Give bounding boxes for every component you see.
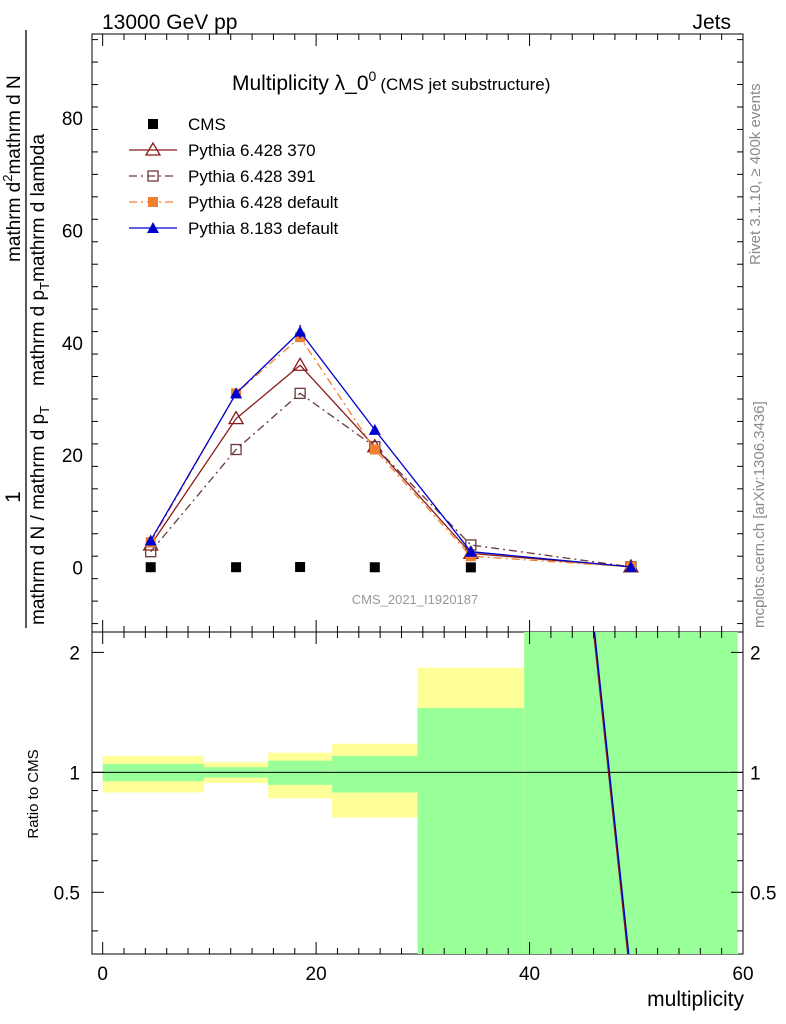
y-label-den2-b: mathrm d lambda — [28, 134, 49, 282]
main-series — [142, 324, 640, 573]
y-tick-label: 80 — [62, 109, 83, 130]
series-1-point — [227, 410, 245, 425]
legend-marker-3 — [148, 197, 158, 207]
series-0-point — [369, 562, 380, 573]
ratio-line-pythia6-370 — [592, 631, 629, 955]
legend-label-1: Pythia 6.428 370 — [188, 141, 316, 160]
ratio-band-green — [332, 755, 418, 793]
header-energy: 13000 GeV pp — [102, 11, 237, 34]
legend-label-3: Pythia 6.428 default — [188, 193, 339, 212]
header-category: Jets — [692, 11, 731, 34]
ratio-content — [92, 631, 743, 955]
main-ticks: 0 20 40 60 0 20 40 60 80 0.5 0.5 1 1 2 2 — [54, 34, 776, 985]
rivet-label: Rivet 3.1.10, ≥ 400k events — [747, 83, 764, 265]
ratio-tick-label-right: 1 — [750, 763, 761, 784]
series-0-point — [465, 562, 476, 573]
legend-label-2: Pythia 6.428 391 — [188, 167, 316, 186]
ratio-tick-label-right: 2 — [750, 643, 761, 664]
series-4-point — [144, 534, 157, 546]
legend: CMS Pythia 6.428 370 Pythia 6.428 391 Pythi… — [129, 115, 339, 238]
series-4-point — [230, 387, 243, 399]
chart-title: Multiplicity λ_00 (CMS jet substructure) — [232, 68, 550, 95]
analysis-watermark: CMS_2021_I1920187 — [352, 592, 479, 607]
y-tick-label: 0 — [72, 558, 83, 579]
series-3-line — [150, 336, 631, 568]
mcplots-label: mcplots.cern.ch [arXiv:1306.3436] — [751, 401, 768, 628]
series-0-point — [145, 562, 156, 573]
y-label-numerator-1: 1 — [2, 491, 25, 503]
series-0-point — [295, 562, 306, 573]
chart-title-main: Multiplicity λ_0 — [232, 72, 369, 95]
legend-label-4: Pythia 8.183 default — [188, 219, 339, 238]
ratio-tick-label-right: 0.5 — [750, 883, 776, 904]
legend-marker-2 — [147, 170, 159, 182]
ratio-line-pythia8 — [593, 631, 630, 955]
y-tick-label: 60 — [62, 222, 83, 243]
y-label-denominator: mathrm d N / mathrm d pT — [28, 406, 52, 625]
series-4-line — [150, 330, 632, 568]
ratio-tick-label-left: 1 — [69, 763, 80, 784]
x-tick-label: 40 — [519, 964, 540, 985]
ratio-band-green — [417, 708, 525, 954]
y-label-num2-b: mathrm d N — [4, 75, 25, 174]
y-label-num2-sup: 2 — [0, 175, 15, 182]
series-3-point — [369, 444, 380, 455]
series-2-point — [230, 443, 242, 456]
series-4-point — [464, 545, 477, 557]
legend-marker-4 — [147, 222, 159, 233]
series-2-point — [294, 387, 306, 400]
x-tick-label: 0 — [97, 964, 108, 985]
legend-marker-0 — [148, 119, 158, 129]
y-label-denominator-2: mathrm d pTmathrm d lambda — [28, 134, 52, 386]
ratio-y-axis-label: Ratio to CMS — [25, 749, 42, 838]
x-axis-label: multiplicity — [647, 988, 744, 1011]
series-1-point — [291, 356, 309, 371]
y-axis-label: 1 mathrm d N / mathrm d pT mathrm d2math… — [0, 30, 52, 628]
y-label-den2-a: mathrm d p — [28, 290, 49, 386]
ratio-tick-label-left: 2 — [69, 643, 80, 664]
y-label-denominator-a: mathrm d N / mathrm d p — [28, 414, 49, 625]
ratio-tick-label-left: 0.5 — [54, 883, 80, 904]
series-4-point — [624, 560, 637, 572]
y-label-den2-sub: T — [37, 282, 52, 290]
x-tick-label: 20 — [306, 964, 327, 985]
y-tick-label: 20 — [62, 446, 83, 467]
y-tick-label: 40 — [62, 334, 83, 355]
chart-title-suffix: (CMS jet substructure) — [380, 75, 550, 94]
series-2-line — [150, 392, 632, 568]
y-label-numerator-2: mathrm d2mathrm d N — [0, 75, 25, 262]
chart-title-sup: 0 — [369, 68, 377, 84]
x-tick-label: 60 — [732, 964, 753, 985]
ratio-bands — [102, 632, 738, 954]
legend-label-0: CMS — [188, 115, 226, 134]
series-1-line — [150, 364, 631, 568]
y-label-num2-a: mathrm d — [4, 182, 25, 262]
series-4-point — [368, 423, 381, 435]
ratio-band-green — [524, 632, 738, 954]
legend-marker-1 — [144, 141, 162, 156]
series-0-point — [231, 562, 242, 573]
y-label-denominator-sub1: T — [37, 406, 52, 414]
